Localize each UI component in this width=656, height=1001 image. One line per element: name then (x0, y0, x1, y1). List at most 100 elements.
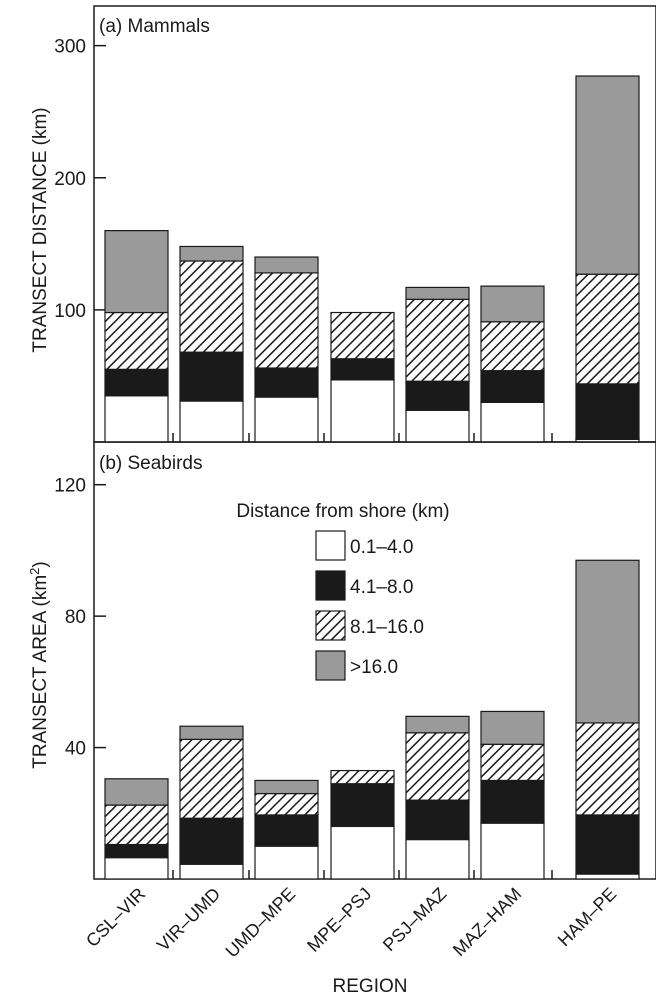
panel-a-seg-8-1-16-0 (179, 260, 244, 353)
panel-b-seg-0-1-4-0 (254, 845, 319, 880)
panel-a-bar-6 (575, 75, 640, 443)
panel-a-yaxis: 100 200 300 (54, 37, 106, 322)
panel-b-seg-0-1-4-0 (480, 822, 545, 880)
panel-b-bar-5 (480, 710, 545, 880)
panel-b-seg-0-1-4-0 (575, 873, 640, 880)
panel-a-bar-5 (480, 285, 545, 443)
panel-b-ylabel-main: TRANSECT AREA (km (30, 575, 51, 769)
panel-b-yaxis: 40 80 120 (54, 476, 106, 760)
panel-a-seg-4-1-8-0 (330, 358, 395, 381)
legend-item: 8.1–16.0 (315, 610, 424, 641)
panel-a-seg-0-1-4-0 (254, 396, 319, 443)
panel-a-seg-8-1-16-0 (330, 311, 395, 360)
panel-b-seg-gt-16-0 (480, 710, 545, 745)
panel-b-seg-0-1-4-0 (330, 825, 395, 880)
panel-b-ytick-label: 80 (65, 607, 86, 628)
panel-b-ylabel-sup: 2 (27, 568, 42, 575)
panel-b-seg-8-1-16-0 (405, 732, 470, 801)
legend-swatch (315, 530, 346, 561)
panel-a-bar-0 (104, 230, 169, 443)
panel-a-ytick-label: 300 (54, 37, 86, 58)
category-label: VIR–UMD (153, 884, 224, 955)
panel-a-xticks (172, 433, 553, 442)
panel-b-seg-8-1-16-0 (480, 743, 545, 782)
panel-b-bar-0 (104, 778, 169, 880)
panel-b-bars (104, 559, 640, 880)
panel-a-seg-4-1-8-0 (575, 383, 640, 440)
category-label: CSL–VIR (82, 884, 149, 951)
panel-mammals: (a) Mammals TRANSECT DISTANCE (km) 100 20… (30, 5, 656, 443)
panel-b-seg-4-1-8-0 (330, 783, 395, 828)
category-label: UMD–MPE (222, 884, 300, 962)
panel-b-bar-1 (179, 725, 244, 880)
panel-b-seg-gt-16-0 (254, 779, 319, 795)
legend-swatch (315, 610, 346, 641)
panel-a-bar-4 (405, 286, 470, 443)
panel-a-seg-8-1-16-0 (480, 321, 545, 372)
panel-a-title: (a) Mammals (99, 16, 210, 37)
panel-b-xticks (172, 870, 553, 879)
panel-b-ytick-label: 40 (65, 739, 86, 760)
panel-b-bar-2 (254, 779, 319, 880)
panel-a-seg-0-1-4-0 (330, 379, 395, 443)
panel-b-bar-6 (575, 559, 640, 880)
x-axis-label: REGION (333, 976, 408, 997)
category-label: MAZ–HAM (449, 884, 525, 960)
legend-label: 4.1–8.0 (350, 577, 413, 598)
panel-a-seg-8-1-16-0 (575, 273, 640, 385)
panel-b-seg-0-1-4-0 (179, 863, 244, 880)
panel-a-ytick-label: 100 (54, 301, 86, 322)
panel-b-seg-4-1-8-0 (575, 814, 640, 875)
category-label: MPE–PSJ (303, 884, 375, 956)
panel-a-seg-4-1-8-0 (405, 380, 470, 411)
panel-seabirds: (b) Seabirds TRANSECT AREA (km2) 40 80 120 (27, 441, 656, 880)
category-label: HAM–PE (554, 884, 620, 950)
panel-b-title: (b) Seabirds (99, 453, 203, 474)
panel-a-seg-0-1-4-0 (179, 400, 244, 443)
legend-label: 0.1–4.0 (350, 537, 413, 558)
legend-title: Distance from shore (km) (236, 501, 449, 522)
panel-b-ylabel: TRANSECT AREA (km2) (27, 561, 52, 768)
panel-a-bar-2 (254, 256, 319, 443)
panel-b-seg-gt-16-0 (405, 715, 470, 734)
panel-a-seg-4-1-8-0 (254, 367, 319, 398)
panel-b-bar-3 (330, 769, 395, 880)
panel-a-seg-0-1-4-0 (104, 395, 169, 443)
panel-a-bars (104, 75, 640, 443)
legend: Distance from shore (km) 0.1–4.0 4.1–8.0 8… (236, 501, 450, 681)
panel-b-seg-8-1-16-0 (104, 804, 169, 846)
panel-b-ytick-label: 120 (54, 476, 86, 497)
legend-label: >16.0 (350, 657, 398, 678)
panel-b-seg-8-1-16-0 (330, 769, 395, 785)
panel-b-seg-4-1-8-0 (104, 843, 169, 859)
panel-b-seg-4-1-8-0 (254, 814, 319, 847)
panel-a-bar-1 (179, 245, 244, 443)
panel-b-seg-gt-16-0 (104, 778, 169, 806)
panel-a-seg-8-1-16-0 (405, 298, 470, 382)
panel-b-seg-4-1-8-0 (179, 817, 244, 865)
panel-b-seg-gt-16-0 (179, 725, 244, 740)
legend-swatch (315, 650, 346, 681)
panel-b-ylabel-end: ) (30, 561, 51, 567)
category-label: PSJ–MAZ (379, 884, 450, 955)
panel-a-bar-3 (330, 311, 395, 443)
panel-b-seg-4-1-8-0 (405, 799, 470, 841)
panel-a-ylabel: TRANSECT DISTANCE (km) (30, 107, 51, 352)
panel-a-seg-8-1-16-0 (254, 272, 319, 369)
panel-b-seg-8-1-16-0 (179, 738, 244, 819)
panel-a-seg-0-1-4-0 (405, 409, 470, 443)
panel-a-ytick-label: 200 (54, 169, 86, 190)
panel-b-seg-gt-16-0 (575, 559, 640, 724)
panel-a-seg-gt-16-0 (179, 245, 244, 262)
panel-a-seg-gt-16-0 (104, 230, 169, 314)
panel-b-seg-4-1-8-0 (480, 779, 545, 824)
panel-a-seg-0-1-4-0 (480, 401, 545, 443)
legend-item: >16.0 (315, 650, 398, 681)
panel-a-seg-4-1-8-0 (179, 351, 244, 402)
panel-b-seg-8-1-16-0 (254, 792, 319, 816)
legend-swatch (315, 570, 346, 601)
panel-b-seg-8-1-16-0 (575, 722, 640, 816)
panel-b-bar-4 (405, 715, 470, 880)
